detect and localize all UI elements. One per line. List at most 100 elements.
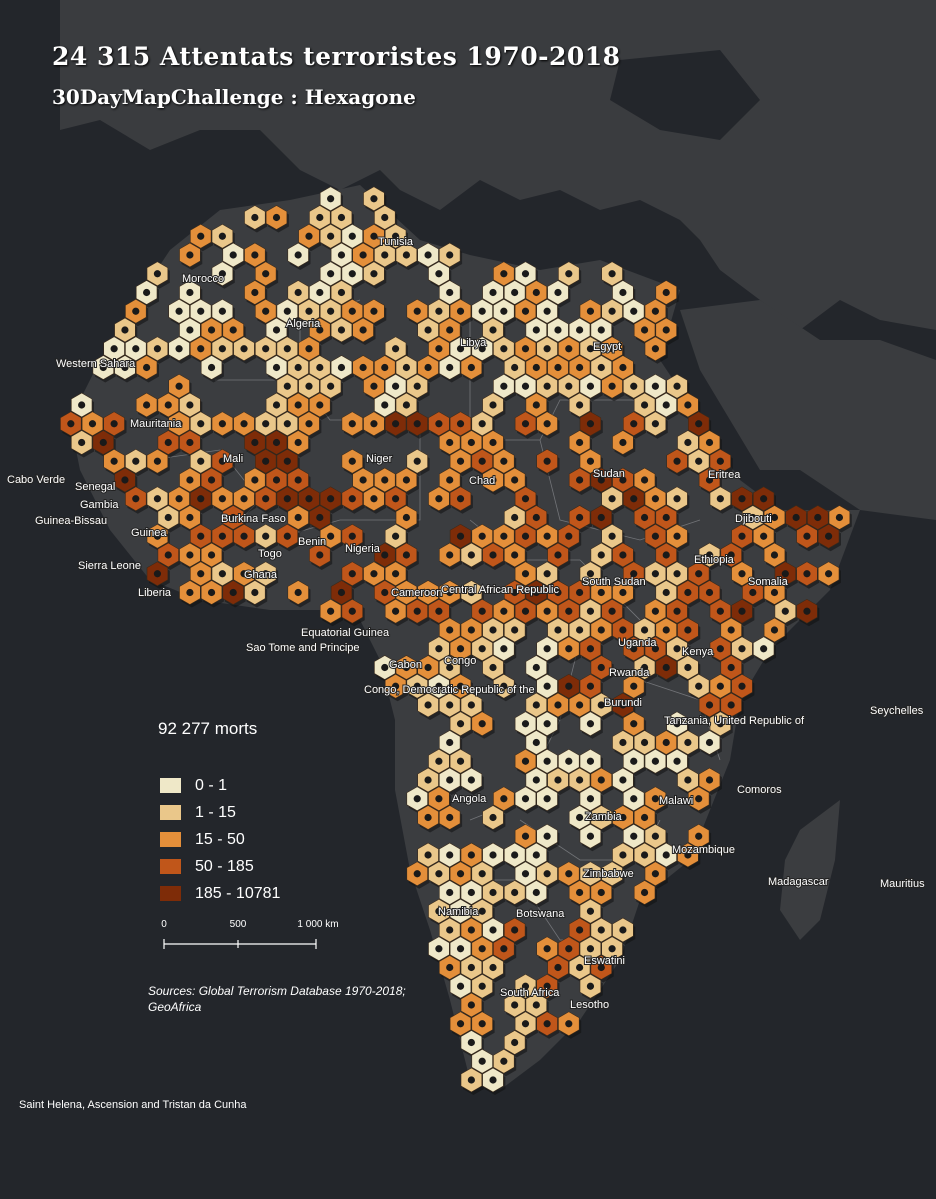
hex-cell-center <box>435 795 443 803</box>
hex-cell-center <box>186 476 194 484</box>
hex-cell-center <box>651 345 659 353</box>
hex-cell-center <box>684 776 692 784</box>
hex-cell-center <box>197 232 205 240</box>
hex-cell-center <box>175 420 183 428</box>
hex-cell-center <box>770 513 779 522</box>
hex-cell-center <box>294 401 302 409</box>
hex-cell-center <box>619 851 627 859</box>
hex-cell-center <box>554 776 562 784</box>
hex-cell-center <box>391 570 400 578</box>
hex-cell-center <box>749 588 757 597</box>
hex-cell-center <box>402 363 411 372</box>
hex-cell-center <box>619 438 627 447</box>
country-label: Sudan <box>593 468 625 480</box>
hex-cell-center <box>413 307 421 315</box>
hex-cell-center <box>576 626 584 634</box>
hex-cell-center <box>716 495 724 503</box>
country-label: Congo, Democratic Republic of the <box>364 684 535 696</box>
hex-cell-center <box>456 645 465 653</box>
hex-cell-center <box>586 645 595 653</box>
hex-cell-center <box>500 457 508 465</box>
hex-cell-center <box>662 663 670 672</box>
hex-cell-center <box>132 457 140 465</box>
hex-cell-center <box>294 251 302 259</box>
hex-cell-center <box>229 588 237 597</box>
hex-cell-center <box>586 907 595 915</box>
hex-cell-center <box>554 626 562 634</box>
hex-cell-center <box>391 232 400 240</box>
hex-cell-center <box>294 288 302 297</box>
hex-cell-center <box>532 888 540 897</box>
hex-cell-center <box>456 495 465 503</box>
hex-cell-center <box>511 626 519 634</box>
hex-cell-center <box>305 382 313 390</box>
hex-cell-center <box>511 363 519 372</box>
hex-cell-center <box>597 588 605 597</box>
hex-cell-center <box>662 738 670 747</box>
hex-cell-center <box>792 513 800 522</box>
hex-cell-center <box>662 551 670 559</box>
hex-cell-center <box>218 570 226 578</box>
legend-label: 0 - 1 <box>195 776 228 794</box>
hex-cell-center <box>99 363 107 372</box>
country-label: Mauritania <box>130 418 182 430</box>
hex-cell-center <box>716 457 724 465</box>
hex-cell-center <box>662 326 670 334</box>
hex-cell-center <box>262 532 270 540</box>
hex-cell-center <box>619 701 627 709</box>
hex-cell-center <box>478 307 486 315</box>
hex-cell-center <box>446 851 454 859</box>
country-label: Ethiopia <box>694 554 735 566</box>
hex-cell-center <box>705 738 714 747</box>
hex-cell-center <box>283 345 291 353</box>
hex-cell-center <box>630 832 638 840</box>
hex-cell-center <box>673 570 681 578</box>
hex-cell-center <box>543 570 551 578</box>
hex-cell-center <box>489 663 497 672</box>
hex-cell-center <box>478 420 486 428</box>
hex-cell-center <box>186 288 194 297</box>
hex-cell-center <box>446 776 454 784</box>
hex-cell-center <box>576 588 584 597</box>
hex-cell-center <box>370 270 378 278</box>
country-label: Togo <box>258 548 282 560</box>
hex-cell-center <box>630 757 638 765</box>
hex-cell-center <box>207 588 216 597</box>
hex-cell-center <box>619 588 627 597</box>
hex-cell-center <box>121 476 129 484</box>
hex-cell-center <box>327 495 335 503</box>
hex-cell-center <box>695 420 703 428</box>
hex-cell-center <box>651 607 659 615</box>
black-sea <box>610 50 760 140</box>
hex-cell-center <box>240 495 248 503</box>
hex-cell-center <box>391 382 400 390</box>
sources-note: Sources: Global Terrorism Database 1970-… <box>148 984 406 1014</box>
hex-cell-center <box>521 420 530 428</box>
hex-cell-center <box>207 476 216 484</box>
hex-cell-center <box>705 588 714 597</box>
country-label: Zimbabwe <box>583 868 634 880</box>
country-label: Western Sahara <box>56 358 136 370</box>
hex-cell-center <box>608 307 616 315</box>
hex-cell-center <box>489 401 497 409</box>
hex-cell-center <box>684 401 692 409</box>
hex-cell-center <box>294 513 302 522</box>
hex-cell-center <box>197 495 205 503</box>
country-label: Libya <box>460 337 487 349</box>
hex-cell-center <box>651 420 659 428</box>
country-label: Ghana <box>244 569 278 581</box>
hex-cell-center <box>695 457 703 465</box>
country-label: Madagascar <box>768 876 829 888</box>
hex-cell-center <box>586 795 595 803</box>
hex-cell-center <box>218 495 226 503</box>
hexagon-grid-layer <box>60 186 852 1095</box>
hex-cell-center <box>456 307 465 315</box>
country-label: Liberia <box>138 587 172 599</box>
hex-cell-center <box>175 345 183 353</box>
hex-cell-center <box>424 813 432 822</box>
hex-cell-center <box>467 1076 475 1084</box>
hex-cell-center <box>673 645 681 653</box>
hex-cell-center <box>760 645 768 653</box>
hex-cell-center <box>337 326 346 334</box>
legend-swatch <box>160 805 181 820</box>
